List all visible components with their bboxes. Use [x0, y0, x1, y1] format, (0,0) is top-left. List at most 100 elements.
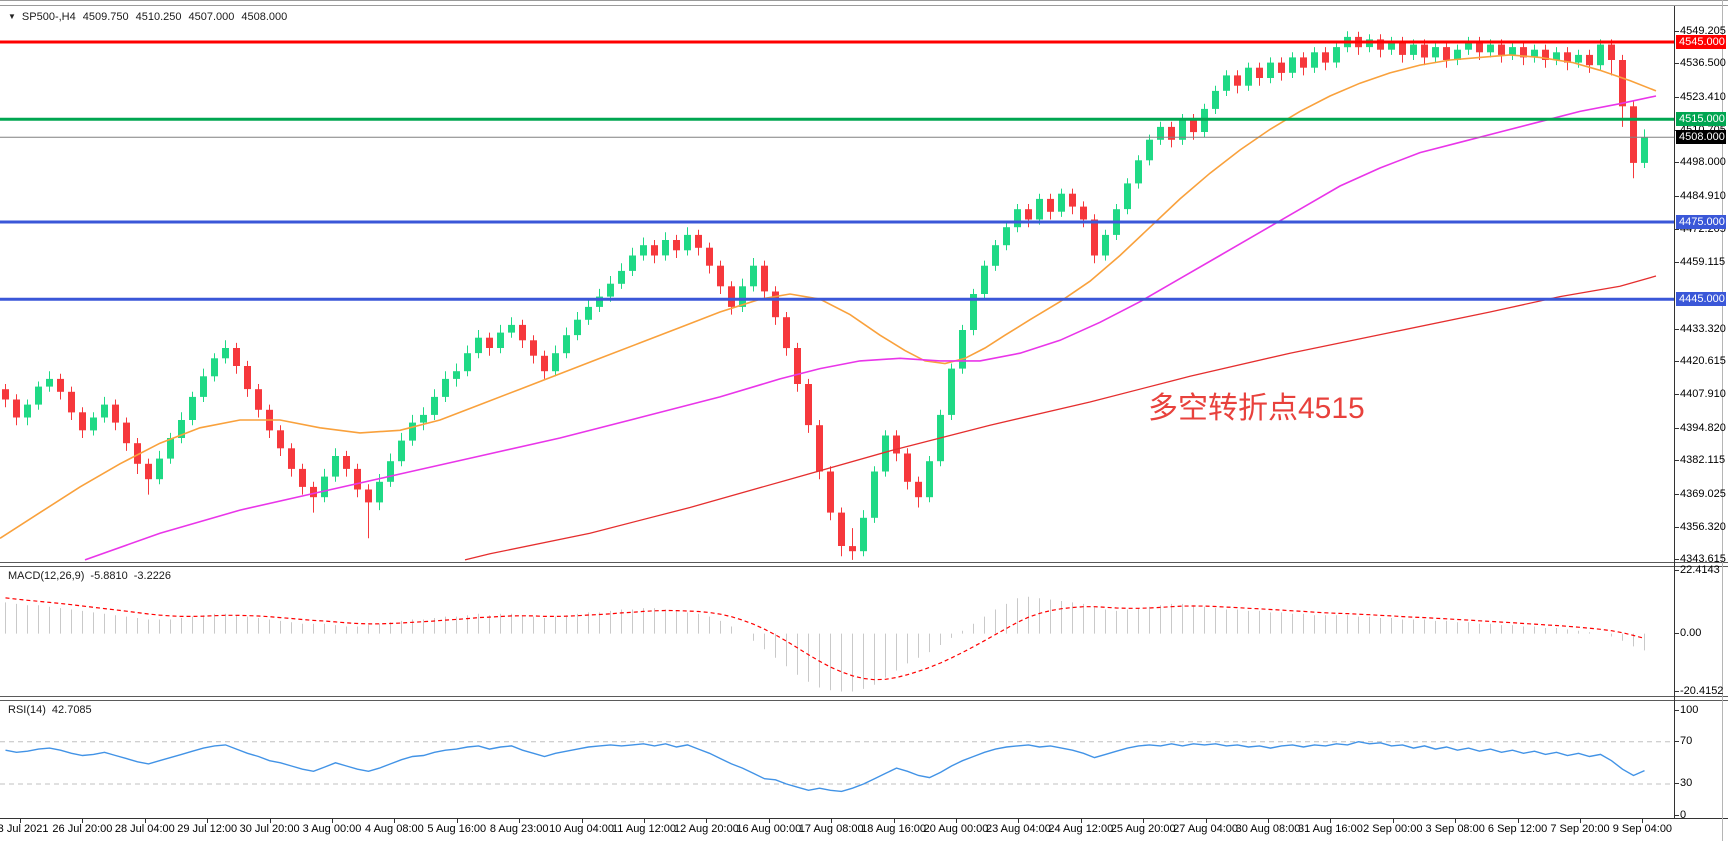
time-label: 2 Sep 00:00 [1363, 823, 1423, 835]
price-tick-label: 4484.910 [1680, 190, 1726, 203]
time-label: 25 Aug 20:00 [1110, 823, 1176, 835]
chart-annotation-text: 多空转折点4515 [1148, 392, 1365, 425]
time-label: 3 Aug 00:00 [302, 823, 362, 835]
macd-tick-label: -20.4152 [1680, 685, 1724, 697]
time-label: 24 Aug 12:00 [1048, 823, 1114, 835]
time-label: 3 Sep 08:00 [1425, 823, 1485, 835]
price-level-badge: 4515.000 [1676, 112, 1726, 127]
panel-divider[interactable] [0, 562, 1728, 567]
time-label: 4 Aug 08:00 [365, 823, 424, 835]
symbol-dropdown-icon[interactable]: ▼ [8, 12, 16, 21]
time-tick [1517, 819, 1519, 823]
main-chart-panel[interactable] [0, 6, 1674, 562]
time-label: 7 Sep 20:00 [1550, 823, 1610, 835]
time-tick [82, 819, 84, 823]
price-tick [1674, 196, 1679, 198]
price-tick-label: 4523.410 [1680, 91, 1726, 104]
time-tick [706, 819, 708, 823]
time-tick [144, 819, 146, 823]
price-tick-label: 4382.115 [1680, 454, 1726, 467]
rsi-tick-label: 30 [1680, 777, 1693, 790]
price-tick [1674, 162, 1679, 164]
price-tick [1674, 63, 1679, 65]
macd-chart[interactable] [0, 567, 1674, 696]
time-label: 12 Aug 20:00 [673, 823, 739, 835]
panel-divider[interactable] [0, 696, 1728, 701]
time-tick [644, 819, 645, 823]
price-tick [1674, 559, 1679, 561]
macd-tick-label: 0.00 [1680, 627, 1702, 640]
quote-low: 4507.000 [188, 11, 235, 23]
time-tick [207, 819, 209, 823]
price-tick-label: 4536.500 [1680, 57, 1726, 70]
time-label: 29 Jul 12:00 [177, 823, 238, 835]
price-tick [1674, 460, 1679, 462]
macd-signal-value: -3.2226 [133, 570, 172, 582]
price-tick [1674, 262, 1679, 264]
price-axis-border [1674, 6, 1675, 819]
time-tick [1455, 819, 1457, 823]
time-tick [1392, 819, 1394, 823]
macd-label: MACD(12,26,9) -5.8810 -3.2226 [8, 570, 177, 582]
rsi-indicator-name: RSI(14) [8, 704, 46, 716]
quote-close: 4508.000 [241, 11, 288, 23]
price-level-badge: 4445.000 [1676, 292, 1726, 307]
time-label: 23 Aug 04:00 [985, 823, 1051, 835]
price-tick-label: 4498.000 [1680, 156, 1726, 169]
rsi-chart[interactable] [0, 701, 1674, 818]
macd-tick [1674, 633, 1679, 635]
time-label: 18 Aug 16:00 [861, 823, 927, 835]
price-level-badge: 4508.000 [1676, 130, 1726, 145]
time-tick [1143, 819, 1145, 823]
rsi-indicator-panel[interactable] [0, 701, 1674, 818]
price-tick [1674, 394, 1679, 396]
rsi-tick [1674, 815, 1679, 817]
time-tick [1330, 819, 1332, 823]
time-label: 9 Sep 04:00 [1612, 823, 1673, 835]
time-label: 10 Aug 04:00 [549, 823, 615, 835]
macd-indicator-name: MACD(12,26,9) [8, 570, 85, 582]
price-tick-label: 4420.615 [1680, 355, 1726, 368]
window-right-edge [1722, 0, 1723, 841]
window-top-frame [0, 0, 1728, 6]
price-level-badge: 4545.000 [1676, 35, 1726, 49]
time-tick [519, 819, 521, 823]
time-tick [1642, 819, 1644, 823]
time-tick [1080, 819, 1082, 823]
quote-open: 4509.750 [82, 11, 129, 23]
candlestick-chart[interactable] [0, 6, 1674, 562]
symbol-timeframe-label: SP500-,H4 [21, 11, 76, 23]
time-tick [893, 819, 895, 823]
rsi-tick-label: 70 [1680, 735, 1693, 748]
time-label: 20 Aug 00:00 [923, 823, 989, 835]
time-tick [581, 819, 583, 823]
time-tick [831, 819, 833, 823]
price-tick-label: 4407.910 [1680, 388, 1726, 401]
macd-tick [1674, 691, 1679, 692]
price-tick [1674, 361, 1679, 363]
price-tick [1674, 30, 1679, 32]
time-tick [768, 819, 770, 823]
quote-high: 4510.250 [135, 11, 182, 23]
time-label: 16 Aug 00:00 [736, 823, 802, 835]
time-tick [269, 819, 271, 823]
rsi-tick-label: 0 [1680, 809, 1687, 822]
price-tick-label: 4459.115 [1680, 256, 1726, 269]
price-tick [1674, 526, 1679, 528]
time-tick [1205, 819, 1207, 823]
time-tick [1580, 819, 1581, 823]
price-tick-label: 4356.320 [1680, 520, 1726, 533]
rsi-tick [1674, 709, 1679, 711]
price-tick-label: 4433.320 [1680, 322, 1726, 335]
time-label: 11 Aug 12:00 [611, 823, 677, 835]
time-label: 31 Aug 16:00 [1297, 823, 1363, 835]
macd-tick [1674, 569, 1679, 571]
rsi-tick-label: 100 [1680, 703, 1699, 716]
macd-indicator-panel[interactable] [0, 567, 1674, 696]
chart-header: ▼ SP500-,H4 4509.750 4510.250 4507.000 4508.0… [8, 11, 294, 23]
macd-main-value: -5.8810 [90, 570, 128, 582]
price-tick-label: 4549.205 [1680, 24, 1726, 37]
time-label: 8 Aug 23:00 [489, 823, 549, 835]
price-tick [1674, 328, 1679, 330]
